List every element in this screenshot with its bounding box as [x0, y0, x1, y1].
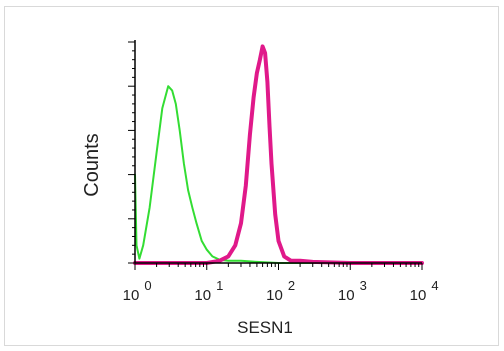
- x-tick-label-base: 10: [266, 287, 283, 304]
- x-tick-label-exponent: 1: [216, 278, 223, 293]
- x-tick-label-exponent: 0: [144, 278, 151, 293]
- x-tick-label-base: 10: [194, 287, 211, 304]
- x-tick-label-exponent: 4: [431, 278, 438, 293]
- x-tick-label-base: 10: [123, 287, 140, 304]
- histogram-series-1: [134, 85, 423, 264]
- y-axis-label: Counts: [81, 133, 103, 196]
- histogram-series-2: [133, 44, 424, 265]
- x-tick-label-base: 10: [338, 287, 355, 304]
- series-layer: [133, 44, 424, 265]
- figure-frame: [4, 6, 499, 346]
- x-axis-label: SESN1: [237, 318, 293, 337]
- ticks-layer: 10 0 10 1 10 2 10 3 10 4: [123, 41, 439, 304]
- x-tick-label-exponent: 3: [360, 278, 367, 293]
- x-tick-label-exponent: 2: [288, 278, 295, 293]
- x-tick-label-base: 10: [410, 287, 427, 304]
